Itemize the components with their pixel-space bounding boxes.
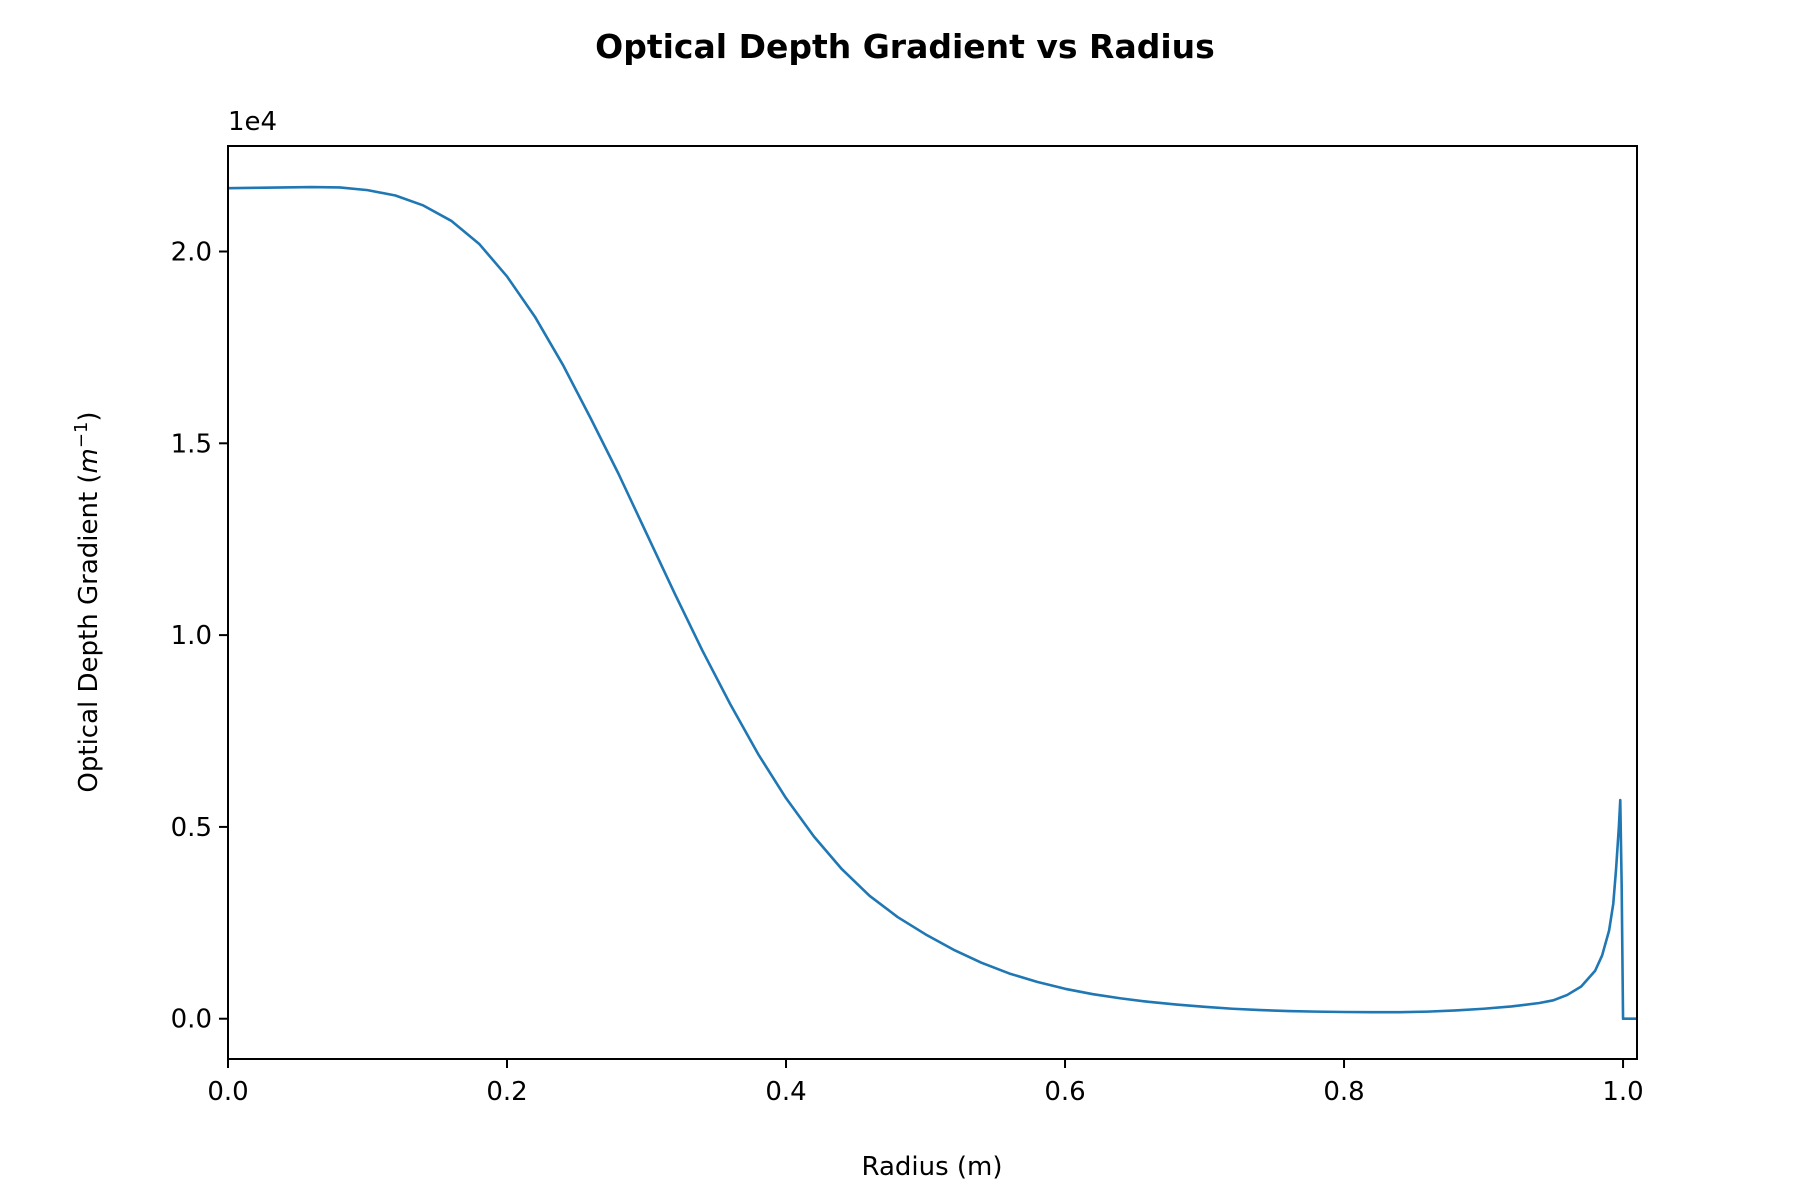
- x-tick-label: 1.0: [1602, 1077, 1643, 1107]
- y-tick-label: 0.0: [171, 1005, 212, 1035]
- y-axis-label: Optical Depth Gradient (m−1): [71, 411, 104, 792]
- plot-frame: [227, 145, 1638, 1060]
- x-axis: 0.0 0.2 0.4 0.6 0.8 1.0: [207, 1059, 1644, 1107]
- x-tick-label: 0.6: [1044, 1077, 1085, 1107]
- y-offset-label: 1e4: [228, 107, 277, 137]
- x-tick-label: 0.8: [1323, 1077, 1364, 1107]
- y-axis-label-var: m: [74, 448, 104, 473]
- y-axis-label-main: Optical Depth Gradient (: [74, 473, 104, 792]
- y-axis: 0.0 0.5 1.0 1.5 2.0: [171, 237, 228, 1035]
- y-tick-label: 1.5: [171, 429, 212, 459]
- x-tick-label: 0.0: [207, 1077, 248, 1107]
- series-line-0: [227, 185, 1637, 1021]
- y-axis-label-close: ): [74, 411, 104, 421]
- x-tick-label: 0.2: [486, 1077, 527, 1107]
- x-axis-label: Radius (m): [861, 1152, 1002, 1182]
- x-tick-label: 0.4: [765, 1077, 806, 1107]
- plot-area: [227, 185, 1637, 1021]
- y-tick-label: 1.0: [171, 621, 212, 651]
- chart-title: Optical Depth Gradient vs Radius: [595, 27, 1215, 66]
- y-tick-label: 0.5: [171, 813, 212, 843]
- y-tick-label: 2.0: [171, 237, 212, 267]
- y-axis-label-sup: −1: [71, 422, 92, 449]
